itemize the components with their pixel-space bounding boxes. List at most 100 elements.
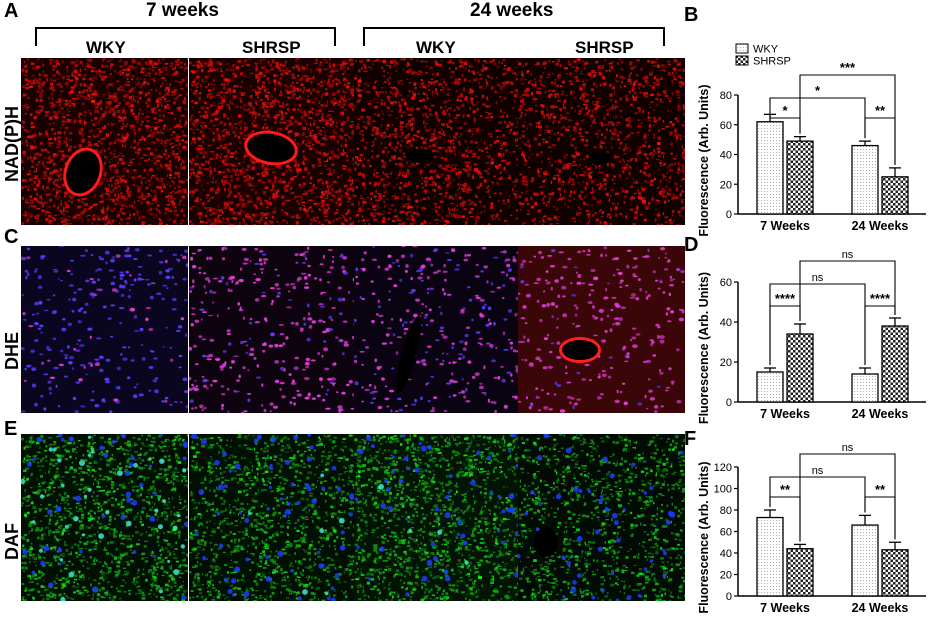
significance-bracket: ns <box>799 249 896 321</box>
significance-label: ** <box>875 482 886 497</box>
texture <box>21 246 188 413</box>
group-header-24-weeks: 24 weeks <box>470 0 554 21</box>
y-tick-label: 0 <box>726 591 732 603</box>
vessel-lumen <box>590 151 610 165</box>
texture <box>189 58 356 225</box>
chart-b: Fluorescence (Arb. Units) 0 20 40 60 80 7 Week… <box>697 43 926 237</box>
bar-wky-0 <box>756 371 784 403</box>
vessel-lumen <box>406 149 434 163</box>
row-label-dhe: DHE <box>2 331 22 370</box>
significance-label: ** <box>780 482 791 497</box>
column-label-shrsp-24: SHRSP <box>575 38 634 57</box>
significance-bracket: ns <box>799 442 896 542</box>
significance-bracket: ns <box>769 465 866 513</box>
texture <box>354 434 521 601</box>
category-label: 24 Weeks <box>852 601 909 615</box>
vessel-lumen <box>396 315 422 393</box>
legend-swatch <box>735 55 749 66</box>
vessel-lumen <box>63 147 103 197</box>
micrograph-daf-shrsp-7w <box>189 434 356 601</box>
row-label-nadph: NAD(P)H <box>2 106 22 182</box>
y-tick-label: 40 <box>720 150 732 162</box>
micrograph-daf-wky-7w <box>21 434 188 601</box>
panel-letter-f: F <box>684 428 697 450</box>
y-axis-label: Fluorescence (Arb. Units) <box>697 461 711 613</box>
y-tick-label: 0 <box>726 397 732 409</box>
y-tick-label: 120 <box>714 462 732 474</box>
significance-label: ns <box>842 249 854 261</box>
y-tick-label: 40 <box>720 317 732 329</box>
bar-shrsp-0 <box>786 548 814 597</box>
y-axis-label: Fluorescence (Arb. Units) <box>697 272 711 424</box>
significance-bracket: *** <box>799 60 896 165</box>
significance-label: ** <box>875 103 886 118</box>
y-tick-label: 60 <box>720 527 732 539</box>
significance-label: * <box>782 103 788 118</box>
category-label: 7 Weeks <box>760 601 810 615</box>
bar-wky-0 <box>756 516 784 597</box>
bracket-7-weeks <box>35 27 336 46</box>
micrograph-nadph-shrsp-24w <box>518 58 685 225</box>
y-tick-label: 100 <box>714 484 732 496</box>
texture <box>354 246 521 413</box>
vessel-lumen <box>534 527 558 557</box>
bar-wky-0 <box>756 121 784 215</box>
bar-shrsp-0 <box>786 140 814 215</box>
column-label-wky-7: WKY <box>86 38 126 57</box>
significance-bracket: ns <box>769 272 866 365</box>
category-label: 24 Weeks <box>852 407 909 421</box>
column-label-wky-24: WKY <box>416 38 456 57</box>
micrograph-nadph-wky-24w <box>354 58 521 225</box>
legend-swatch <box>735 43 749 54</box>
significance-label: ns <box>812 272 824 284</box>
y-tick-label: 80 <box>720 505 732 517</box>
y-tick-label: 60 <box>720 120 732 132</box>
y-tick-label: 60 <box>720 277 732 289</box>
micrograph-nadph-wky-7w <box>21 58 188 225</box>
significance-label: * <box>815 83 821 98</box>
micrograph-dhe-wky-7w <box>21 246 188 413</box>
group-brackets <box>35 27 665 46</box>
significance-label: *** <box>840 60 856 75</box>
y-tick-label: 80 <box>720 90 732 102</box>
texture <box>518 434 685 601</box>
y-axis-label: Fluorescence (Arb. Units) <box>697 84 711 236</box>
row-label-daf: DAF <box>2 523 22 560</box>
bar-shrsp-1 <box>881 549 909 597</box>
bar-wky-1 <box>851 524 879 597</box>
vessel-lumen <box>244 130 298 166</box>
micrograph-dhe-wky-24w <box>354 246 521 413</box>
panel-letter-e: E <box>4 418 18 440</box>
bar-shrsp-0 <box>786 333 814 403</box>
micrograph-dhe-shrsp-7w <box>189 246 356 413</box>
vessel-lumen <box>559 337 601 363</box>
texture <box>189 434 356 601</box>
micrograph-daf-shrsp-24w <box>518 434 685 601</box>
bracket-24-weeks <box>363 27 665 46</box>
group-header-7-weeks: 7 weeks <box>146 0 219 21</box>
chart-f: Fluorescence (Arb. Units) 0 20 40 60 80 100 120… <box>697 442 926 615</box>
bar-shrsp-1 <box>881 325 909 403</box>
significance-label: ns <box>842 442 854 454</box>
micrograph-daf-wky-24w <box>354 434 521 601</box>
bar-wky-1 <box>851 144 879 215</box>
panel-letter-c: C <box>4 226 19 248</box>
category-label: 7 Weeks <box>760 407 810 421</box>
significance-label: ns <box>812 465 824 477</box>
y-tick-label: 20 <box>720 357 732 369</box>
micrograph-dhe-shrsp-24w <box>518 246 685 413</box>
category-label: 7 Weeks <box>760 219 810 233</box>
category-label: 24 Weeks <box>852 219 909 233</box>
legend-label: WKY <box>753 44 779 56</box>
significance-label: **** <box>775 291 796 306</box>
texture <box>354 58 521 225</box>
texture <box>21 434 188 601</box>
chart-d: Fluorescence (Arb. Units) 0 20 40 60 7 Weeks 2… <box>697 249 926 424</box>
micrograph-nadph-shrsp-7w <box>189 58 356 225</box>
y-tick-label: 20 <box>720 179 732 191</box>
panel-letter-d: D <box>684 234 699 256</box>
panel-letter-b: B <box>684 4 699 26</box>
bar-wky-1 <box>851 373 879 403</box>
column-label-shrsp-7: SHRSP <box>242 38 301 57</box>
